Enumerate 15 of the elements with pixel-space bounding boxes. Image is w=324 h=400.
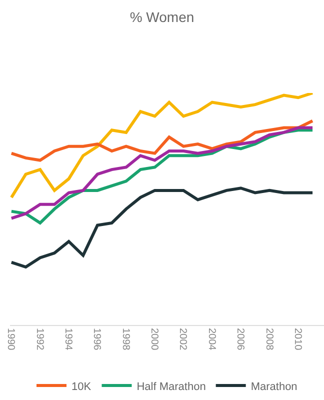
legend-label: 10K [72,380,92,393]
x-tick-label: 1998 [120,328,131,351]
x-tick-label: 2002 [177,328,188,351]
x-tick-label: 2008 [263,328,274,351]
x-tick-label: 1992 [34,328,45,351]
legend-label: Marathon [250,380,298,393]
x-tick-label: 2006 [234,328,246,351]
x-tick-label: 2000 [148,328,160,351]
chart-title: % Women [130,8,194,25]
x-tick-label: 2004 [206,328,217,351]
x-tick-label: 1994 [62,328,74,351]
x-tick-label: 1990 [5,328,16,351]
legend-label: Half Marathon [136,380,206,393]
x-tick-label: 1996 [91,328,102,351]
x-tick-label: 2010 [292,328,303,351]
